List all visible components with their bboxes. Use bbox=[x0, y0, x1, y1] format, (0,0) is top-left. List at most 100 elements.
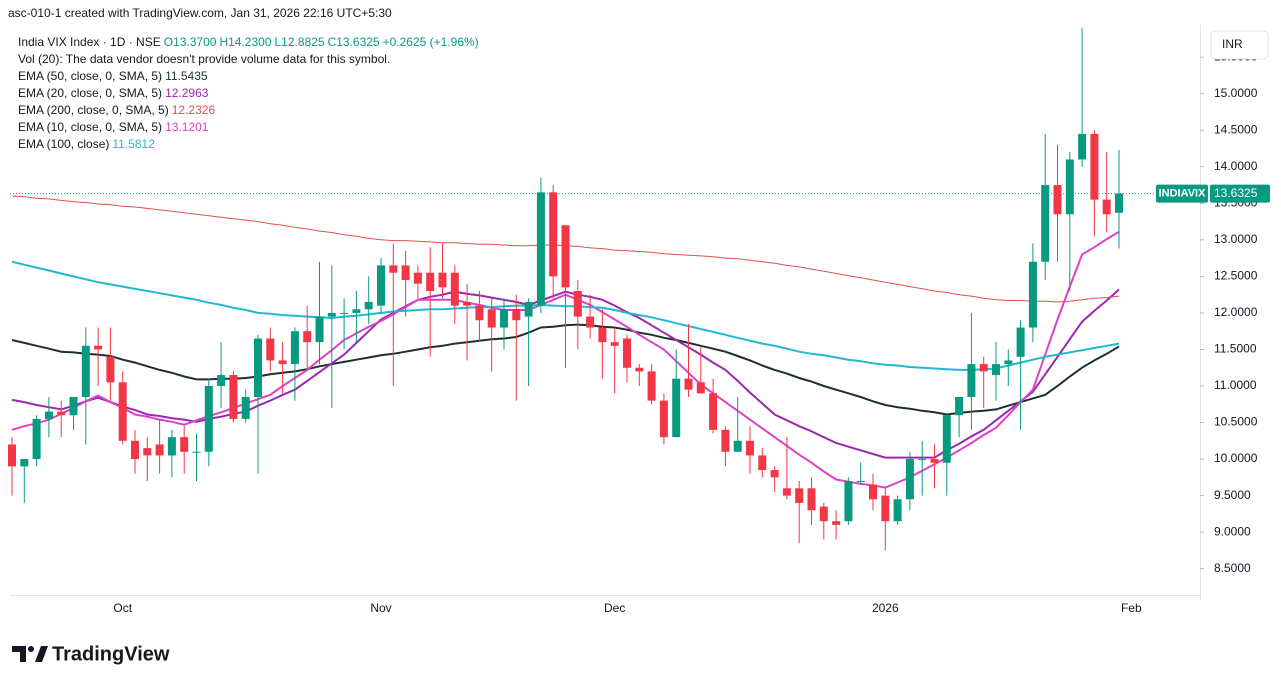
candle-body bbox=[1016, 327, 1025, 357]
candle-body bbox=[832, 521, 841, 525]
legend-row: EMA (100, close) 11.5812 bbox=[18, 136, 485, 153]
price-tag-value: 13.6325 bbox=[1214, 186, 1258, 200]
candle-body bbox=[1078, 133, 1087, 160]
candle-body bbox=[992, 364, 1000, 376]
candle-body bbox=[659, 400, 668, 438]
legend-value: 12.2963 bbox=[165, 86, 209, 100]
legend-row: EMA (10, close, 0, SMA, 5) 13.1201 bbox=[18, 119, 485, 136]
candle-body bbox=[1065, 159, 1074, 215]
y-tick-label: 9.0000 bbox=[1214, 524, 1251, 538]
candle-body bbox=[426, 272, 435, 291]
candle-body bbox=[463, 301, 472, 306]
candle-body bbox=[819, 506, 828, 522]
candle-body bbox=[524, 301, 533, 317]
quote-value: O13.3700 bbox=[163, 35, 217, 49]
candle-body bbox=[1004, 360, 1013, 365]
x-tick-label: Nov bbox=[370, 601, 391, 615]
candle-body bbox=[278, 360, 287, 365]
y-tick-label: 10.0000 bbox=[1214, 451, 1258, 465]
candle-body bbox=[413, 272, 422, 284]
candle-body bbox=[266, 338, 275, 361]
legend-name: EMA (100, close) bbox=[18, 137, 110, 151]
candle-body bbox=[290, 331, 299, 365]
candle-body bbox=[155, 444, 164, 456]
candle-body bbox=[758, 455, 767, 471]
legend-name: EMA (10, close, 0, SMA, 5) bbox=[18, 120, 163, 134]
candle-body bbox=[672, 378, 681, 438]
logo-mark bbox=[35, 646, 48, 662]
candle-body bbox=[549, 192, 558, 277]
candle-body bbox=[364, 301, 373, 310]
candle-body bbox=[1090, 133, 1099, 200]
candle-body bbox=[795, 488, 804, 503]
price-tag-name: INDIAVIX bbox=[1159, 188, 1207, 200]
candle-body bbox=[69, 396, 78, 416]
candle-body bbox=[536, 192, 545, 306]
legend-row: EMA (20, close, 0, SMA, 5) 12.2963 bbox=[18, 85, 485, 102]
candle-body bbox=[856, 481, 865, 482]
legend-value: 13.1201 bbox=[165, 120, 209, 134]
y-tick-label: 8.5000 bbox=[1214, 561, 1251, 575]
candle-body bbox=[1041, 185, 1050, 262]
candle-body bbox=[131, 440, 139, 460]
candle-body bbox=[635, 367, 644, 372]
candle-body bbox=[303, 331, 312, 343]
volume-note: Vol (20): The data vendor doesn't provid… bbox=[18, 52, 391, 66]
candle-body bbox=[1028, 261, 1037, 328]
candle-body bbox=[167, 437, 176, 456]
y-tick-label: 14.5000 bbox=[1214, 122, 1258, 136]
candle-body bbox=[438, 272, 447, 288]
quotes: O13.3700 H14.2300 L12.8825 C13.6325 +0.2625 … bbox=[164, 35, 482, 49]
price-tag-name-box bbox=[1156, 184, 1208, 203]
legend-value: 11.5435 bbox=[165, 69, 208, 83]
quote-value: L12.8825 bbox=[274, 35, 325, 49]
candle-body bbox=[81, 345, 90, 397]
candle-body bbox=[377, 265, 385, 306]
header-caption: asc-010-1 created with TradingView.com, … bbox=[8, 6, 392, 20]
x-tick-label: Feb bbox=[1121, 601, 1142, 615]
price-tag-box bbox=[1210, 184, 1270, 203]
candle-body bbox=[721, 429, 730, 452]
candle-body bbox=[918, 459, 927, 461]
candle-body bbox=[229, 375, 238, 419]
legend-row: EMA (50, close, 0, SMA, 5) 11.5435 bbox=[18, 68, 485, 85]
candle-body bbox=[955, 396, 964, 416]
y-tick-label: 11.0000 bbox=[1214, 378, 1257, 392]
legend-name: EMA (20, close, 0, SMA, 5) bbox=[18, 86, 163, 100]
y-tick-label: 13.0000 bbox=[1214, 232, 1258, 246]
y-tick-label: 11.5000 bbox=[1214, 342, 1257, 356]
candle-body bbox=[807, 488, 816, 511]
x-tick-label: Dec bbox=[604, 601, 625, 615]
candle-body bbox=[881, 495, 890, 522]
candle-body bbox=[869, 484, 877, 500]
candle-body bbox=[647, 371, 656, 401]
candle-body bbox=[180, 437, 189, 452]
logo-dot bbox=[28, 646, 34, 652]
candle-body bbox=[118, 382, 127, 441]
candle-body bbox=[942, 415, 951, 463]
candle-body bbox=[684, 378, 693, 390]
y-tick-label: 9.5000 bbox=[1214, 488, 1251, 502]
candle-body bbox=[315, 316, 324, 343]
y-tick-label: 12.0000 bbox=[1214, 305, 1258, 319]
candle-body bbox=[1053, 185, 1062, 215]
symbol: India VIX Index · 1D · NSE bbox=[18, 35, 161, 49]
candle-body bbox=[561, 225, 570, 288]
candle-body bbox=[340, 312, 349, 314]
candle-body bbox=[217, 375, 226, 386]
candle-body bbox=[106, 356, 115, 383]
candle-body bbox=[709, 393, 718, 430]
candle-body bbox=[241, 396, 250, 419]
candle-body bbox=[586, 316, 595, 328]
candle-body bbox=[782, 488, 791, 496]
candle-body bbox=[450, 272, 459, 306]
legend-name: EMA (200, close, 0, SMA, 5) bbox=[18, 103, 169, 117]
candle-body bbox=[192, 451, 201, 453]
candle-body bbox=[32, 418, 41, 460]
candle-body bbox=[389, 265, 398, 273]
candle-body bbox=[20, 459, 29, 467]
y-tick-label: 10.5000 bbox=[1214, 415, 1258, 429]
legend-row: EMA (200, close, 0, SMA, 5) 12.2326 bbox=[18, 102, 485, 119]
candle-body bbox=[512, 309, 521, 321]
